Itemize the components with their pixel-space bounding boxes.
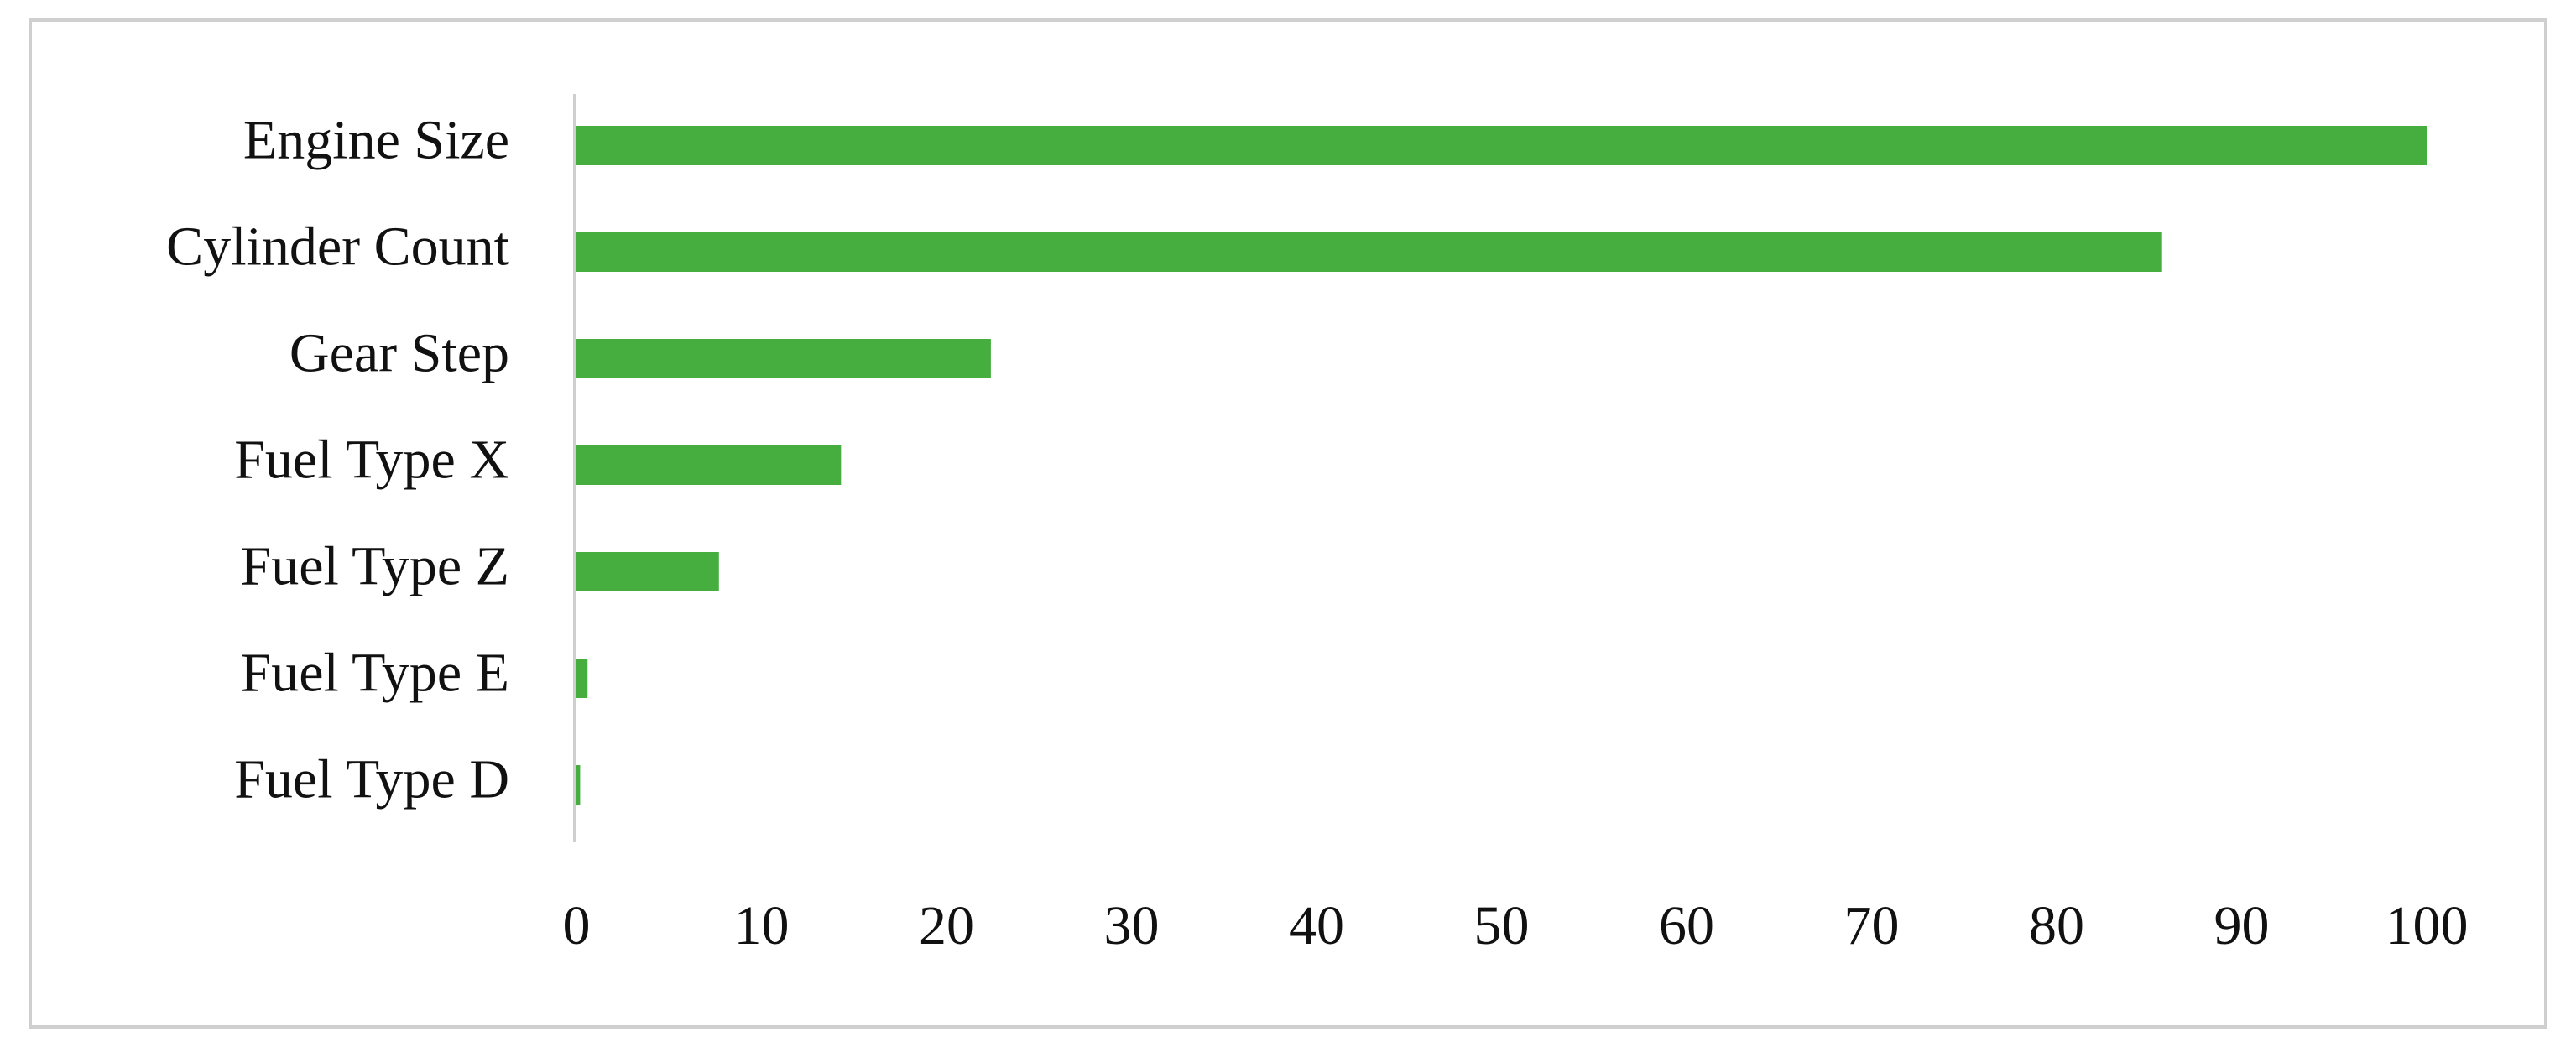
y-tick-label: Fuel Type D bbox=[234, 749, 509, 810]
bar bbox=[576, 232, 2162, 272]
chart-frame bbox=[29, 18, 2547, 1029]
x-tick-label: 90 bbox=[2214, 895, 2270, 956]
x-tick-label: 60 bbox=[1659, 895, 1714, 956]
x-tick-label: 40 bbox=[1289, 895, 1344, 956]
bar bbox=[576, 126, 2427, 165]
x-tick-label: 50 bbox=[1474, 895, 1530, 956]
y-tick-label: Fuel Type E bbox=[241, 643, 509, 704]
x-tick-label: 0 bbox=[563, 895, 591, 956]
x-tick-label: 10 bbox=[734, 895, 790, 956]
bar bbox=[576, 445, 842, 485]
x-tick-label: 80 bbox=[2029, 895, 2084, 956]
x-tick-label: 100 bbox=[2386, 895, 2469, 956]
bar bbox=[576, 339, 991, 378]
y-tick-label: Fuel Type Z bbox=[241, 536, 509, 597]
bar bbox=[576, 765, 581, 805]
y-tick-label: Engine Size bbox=[243, 110, 509, 171]
y-tick-label: Fuel Type X bbox=[234, 430, 509, 491]
x-tick-label: 70 bbox=[1844, 895, 1900, 956]
y-tick-label: Cylinder Count bbox=[166, 216, 509, 278]
y-tick-label: Gear Step bbox=[289, 323, 509, 384]
x-tick-label: 20 bbox=[919, 895, 974, 956]
bar bbox=[576, 552, 719, 591]
x-tick-label: 30 bbox=[1104, 895, 1160, 956]
bar bbox=[576, 659, 588, 698]
